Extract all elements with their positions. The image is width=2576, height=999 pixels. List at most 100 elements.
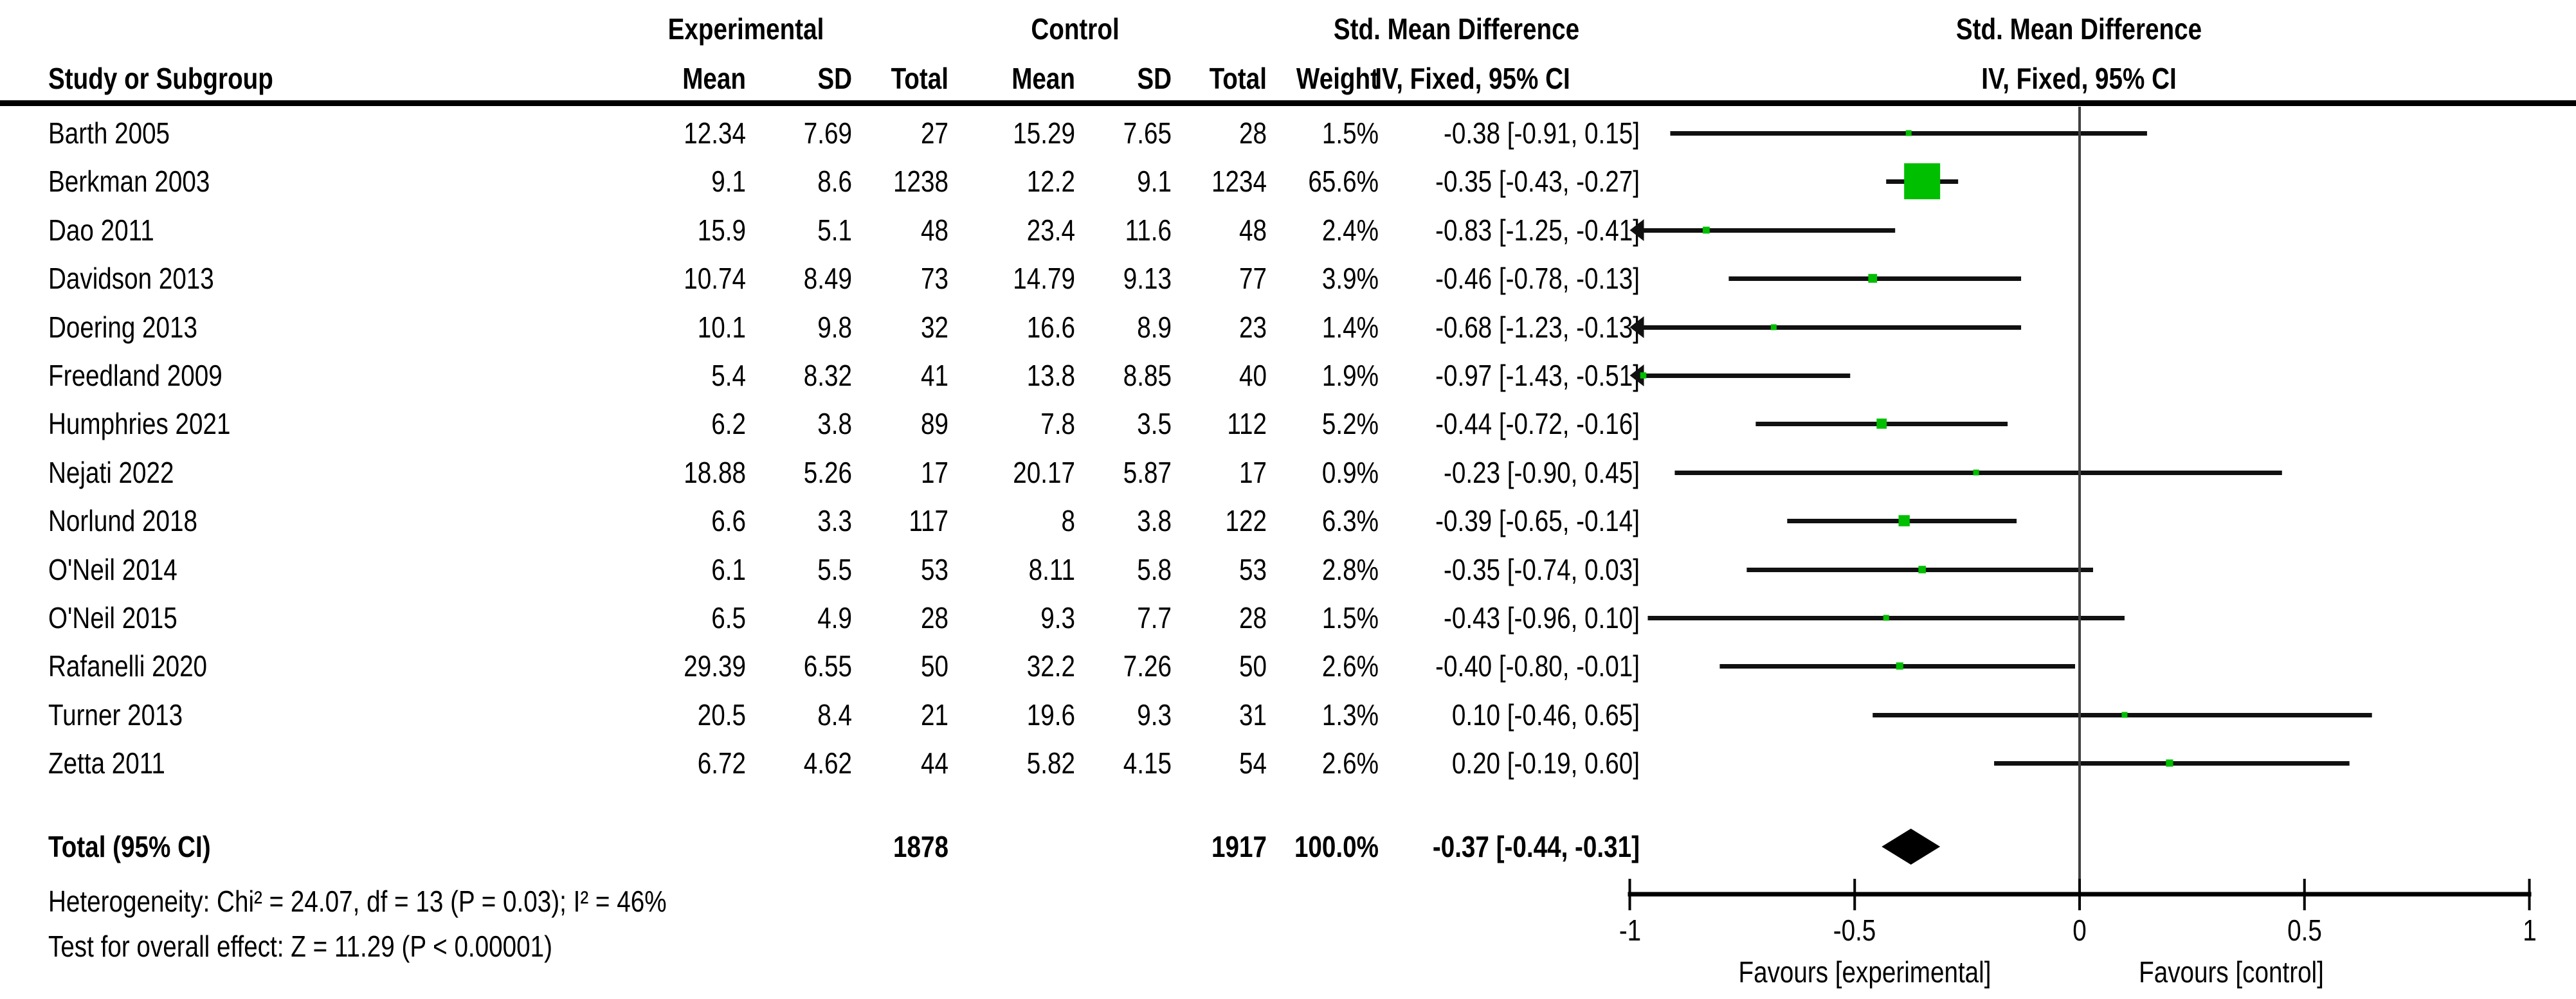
ci-line: [1641, 228, 1896, 233]
exp-mean: 6.5: [711, 601, 746, 634]
favours-left-label: Favours [experimental]: [1738, 955, 1991, 989]
study-name: Turner 2013: [48, 698, 183, 732]
total-ctrl-n: 1917: [1211, 830, 1267, 863]
exp-sd: 8.6: [817, 165, 852, 198]
ctrl-sd: 8.85: [1123, 359, 1172, 392]
exp-sd: 5.5: [817, 553, 852, 586]
group-header-experimental: Experimental: [667, 12, 824, 46]
total-weight: 100.0%: [1294, 830, 1379, 863]
ctrl-sd: 11.6: [1125, 213, 1172, 247]
ctrl-sd: 5.87: [1123, 456, 1172, 489]
study-name: O'Neil 2014: [48, 553, 177, 586]
total-label: Total (95% CI): [48, 830, 211, 863]
ctrl-mean: 7.8: [1040, 407, 1075, 440]
ctrl-mean: 5.82: [1026, 746, 1075, 780]
exp-total: 89: [921, 407, 948, 440]
study-name: Barth 2005: [48, 116, 170, 150]
smd-ci-value: -0.40 [-0.80, -0.01]: [1435, 649, 1640, 683]
smd-ci-value: -0.23 [-0.90, 0.45]: [1443, 456, 1640, 489]
ctrl-sd: 9.13: [1123, 262, 1172, 295]
ctrl-sd: 9.1: [1137, 165, 1172, 198]
exp-total: 73: [921, 262, 948, 295]
ctrl-total: 17: [1239, 456, 1267, 489]
column-header-exp-mean: Mean: [682, 62, 746, 95]
exp-total: 50: [921, 649, 948, 683]
effect-square: [1868, 274, 1878, 283]
ctrl-total: 112: [1227, 407, 1267, 440]
column-header-ctrl-total: Total: [1209, 62, 1267, 95]
study-name: Doering 2013: [48, 310, 198, 344]
exp-mean: 29.39: [684, 649, 746, 683]
effect-square: [1898, 515, 1910, 526]
weight-value: 1.5%: [1321, 601, 1379, 634]
pooled-diamond: [1882, 829, 1941, 865]
exp-total: 44: [921, 746, 948, 780]
effect-square: [1905, 130, 1912, 136]
weight-value: 1.5%: [1321, 116, 1379, 150]
smd-text-column-title: Std. Mean Difference: [1333, 12, 1580, 46]
exp-total: 41: [921, 359, 948, 392]
ctrl-sd: 3.5: [1137, 407, 1172, 440]
exp-total: 1238: [893, 165, 948, 198]
study-name: Rafanelli 2020: [48, 649, 208, 683]
weight-value: 65.6%: [1308, 165, 1379, 198]
ctrl-total: 122: [1225, 504, 1267, 537]
exp-mean: 18.88: [684, 456, 746, 489]
method-text-column-header: IV, Fixed, 95% CI: [1375, 62, 1570, 95]
effect-square: [1883, 615, 1889, 621]
column-header-exp-total: Total: [891, 62, 948, 95]
smd-ci-value: 0.20 [-0.19, 0.60]: [1451, 746, 1640, 780]
exp-mean: 12.34: [684, 116, 746, 150]
ctrl-total: 31: [1239, 698, 1267, 732]
effect-square: [1876, 419, 1887, 429]
exp-sd: 5.1: [817, 213, 852, 247]
effect-square: [1918, 566, 1926, 573]
ci-arrow-left: [1629, 316, 1644, 338]
exp-sd: 4.62: [803, 746, 852, 780]
smd-ci-value: -0.35 [-0.74, 0.03]: [1443, 553, 1640, 586]
exp-mean: 10.1: [697, 310, 746, 344]
ctrl-total: 54: [1239, 746, 1267, 780]
smd-ci-value: 0.10 [-0.46, 0.65]: [1451, 698, 1640, 732]
ctrl-mean: 19.6: [1026, 698, 1075, 732]
weight-value: 2.8%: [1321, 553, 1379, 586]
exp-total: 17: [921, 456, 948, 489]
exp-total: 28: [921, 601, 948, 634]
effect-square: [1904, 163, 1941, 199]
exp-sd: 3.3: [817, 504, 852, 537]
effect-square: [2121, 712, 2128, 718]
ctrl-mean: 16.6: [1026, 310, 1075, 344]
ci-arrow-left: [1629, 219, 1644, 241]
ctrl-total: 48: [1239, 213, 1267, 247]
exp-total: 32: [921, 310, 948, 344]
smd-ci-value: -0.44 [-0.72, -0.16]: [1435, 407, 1640, 440]
smd-ci-value: -0.46 [-0.78, -0.13]: [1435, 262, 1640, 295]
column-header-ctrl-sd: SD: [1137, 62, 1172, 95]
exp-sd: 9.8: [817, 310, 852, 344]
column-header-study: Study or Subgroup: [48, 62, 273, 95]
weight-value: 0.9%: [1321, 456, 1379, 489]
column-header-ctrl-mean: Mean: [1011, 62, 1075, 95]
axis-tick-label: 0.5: [2287, 914, 2322, 947]
header-rule: [0, 100, 2576, 106]
study-name: Berkman 2003: [48, 165, 210, 198]
weight-value: 2.4%: [1321, 213, 1379, 247]
ci-arrow-left: [1629, 364, 1644, 386]
ctrl-sd: 7.65: [1123, 116, 1172, 150]
ctrl-total: 50: [1239, 649, 1267, 683]
axis-tick-label: -1: [1619, 914, 1641, 947]
ctrl-sd: 5.8: [1137, 553, 1172, 586]
effect-square: [1640, 372, 1647, 379]
smd-ci-value: -0.68 [-1.23, -0.13]: [1435, 310, 1640, 344]
exp-sd: 5.26: [803, 456, 852, 489]
effect-square: [1896, 662, 1903, 670]
overall-effect-stats: Test for overall effect: Z = 11.29 (P < …: [48, 930, 552, 963]
ctrl-total: 28: [1239, 116, 1267, 150]
method-plot-column-header: IV, Fixed, 95% CI: [1981, 62, 2177, 95]
weight-value: 2.6%: [1321, 746, 1379, 780]
exp-total: 53: [921, 553, 948, 586]
ctrl-sd: 9.3: [1137, 698, 1172, 732]
ctrl-mean: 14.79: [1013, 262, 1075, 295]
weight-value: 1.9%: [1321, 359, 1379, 392]
